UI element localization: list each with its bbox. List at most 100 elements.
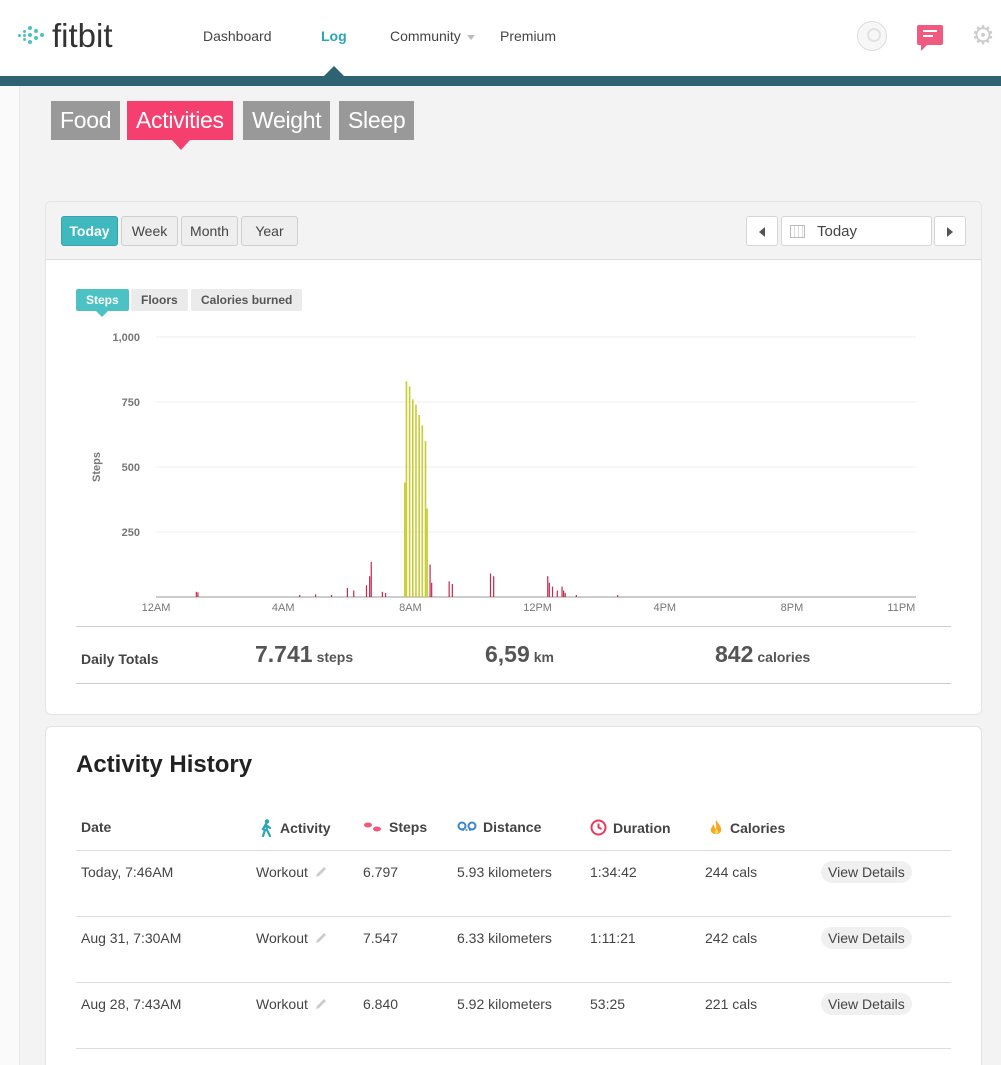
- view-details-button[interactable]: View Details: [821, 861, 912, 883]
- totals-bottom-divider: [76, 683, 951, 684]
- steps-bar: [381, 591, 383, 597]
- steps-bar: [424, 441, 427, 597]
- total-distance-unit: km: [533, 649, 554, 665]
- row-date: Aug 31, 7:30AM: [81, 930, 182, 946]
- flame-icon: [710, 820, 722, 835]
- activity-history-title: Activity History: [76, 751, 253, 778]
- steps-bar: [426, 508, 428, 597]
- view-details-button[interactable]: View Details: [821, 993, 912, 1015]
- range-year-button[interactable]: Year: [241, 216, 298, 246]
- metric-tab-caret: [96, 311, 108, 317]
- steps-bar: [299, 594, 301, 597]
- y-tick-label: 1,000: [112, 332, 140, 344]
- steps-bar: [405, 381, 408, 597]
- x-tick-label: 12AM: [142, 602, 171, 614]
- y-tick-label: 250: [122, 527, 140, 539]
- logo-wordmark: fitbit: [52, 17, 113, 54]
- totals-top-divider: [76, 626, 951, 627]
- tab-sleep[interactable]: Sleep: [339, 101, 415, 140]
- steps-bar: [451, 584, 453, 597]
- steps-bar: [195, 591, 197, 597]
- steps-bar: [346, 587, 348, 597]
- metric-tab-floors[interactable]: Floors: [131, 289, 188, 311]
- tab-food[interactable]: Food: [51, 101, 121, 140]
- gear-icon[interactable]: ⚙: [971, 20, 995, 50]
- steps-bar: [617, 594, 619, 597]
- column-activity-label: Activity: [280, 820, 331, 836]
- table-row-divider: [76, 916, 951, 917]
- steps-bar: [314, 594, 317, 597]
- range-week-button[interactable]: Week: [121, 216, 178, 246]
- steps-bar: [370, 561, 372, 597]
- steps-bar: [384, 593, 387, 597]
- steps-bar: [551, 586, 554, 597]
- chart-grid: [156, 336, 916, 598]
- steps-bar: [365, 585, 368, 597]
- footsteps-icon: [364, 822, 381, 832]
- column-date: Date: [81, 819, 112, 835]
- view-details-button[interactable]: View Details: [821, 927, 912, 949]
- metric-tab-calories-burned[interactable]: Calories burned: [191, 289, 303, 311]
- steps-bar: [418, 415, 420, 597]
- steps-bar: [561, 586, 563, 597]
- row-duration: 53:25: [590, 996, 626, 1012]
- x-tick-label: 11PM: [887, 602, 915, 614]
- column-calories: Calories: [708, 819, 785, 837]
- metric-tab-steps[interactable]: Steps: [76, 289, 129, 311]
- steps-bar: [489, 573, 492, 597]
- fitbit-logo[interactable]: fitbit: [18, 17, 113, 54]
- row-duration: 1:11:21: [590, 930, 636, 946]
- daily-totals-label: Daily Totals: [81, 651, 159, 667]
- range-today-button[interactable]: Today: [61, 216, 118, 246]
- steps-bar: [353, 590, 355, 597]
- walking-person-icon: [261, 819, 272, 837]
- table-header-divider: [76, 850, 951, 851]
- edit-pencil-icon[interactable]: [314, 931, 328, 945]
- fitbit-dots-icon: [18, 25, 44, 47]
- clock-icon: [590, 819, 607, 836]
- steps-bar: [369, 576, 371, 597]
- nav-log[interactable]: Log: [321, 28, 347, 44]
- previous-date-button[interactable]: [746, 216, 778, 246]
- messages-icon[interactable]: [917, 25, 943, 51]
- nav-dashboard[interactable]: Dashboard: [203, 28, 272, 44]
- x-tick-label: 4PM: [653, 602, 676, 614]
- nav-active-caret: [324, 66, 344, 76]
- tab-activities[interactable]: Activities: [127, 101, 233, 140]
- tab-weight[interactable]: Weight: [243, 101, 331, 140]
- total-steps: 7.741 steps: [255, 641, 353, 668]
- row-date: Aug 28, 7:43AM: [81, 996, 182, 1012]
- steps-bar: [548, 582, 550, 597]
- row-distance: 6.33 kilometers: [457, 930, 552, 946]
- y-axis-ticks: 1,000 750 500 250: [112, 332, 140, 539]
- total-calories: 842 calories: [715, 641, 810, 668]
- y-tick-label: 500: [122, 462, 140, 474]
- activity-chart-panel: [45, 201, 982, 715]
- date-picker[interactable]: Today: [781, 216, 932, 246]
- range-month-button[interactable]: Month: [181, 216, 238, 246]
- column-duration: Duration: [590, 819, 671, 836]
- y-axis-label: Steps: [91, 452, 103, 482]
- column-steps: Steps: [363, 819, 427, 835]
- edit-pencil-icon[interactable]: [314, 865, 328, 879]
- column-activity: Activity: [258, 819, 331, 837]
- total-calories-unit: calories: [757, 649, 811, 665]
- arrow-left-icon: [759, 227, 765, 237]
- nav-premium[interactable]: Premium: [500, 28, 557, 44]
- steps-bar: [421, 425, 424, 597]
- row-calories: 242 cals: [705, 930, 758, 946]
- total-steps-unit: steps: [316, 649, 354, 665]
- column-steps-label: Steps: [389, 819, 428, 835]
- edit-pencil-icon[interactable]: [314, 997, 328, 1011]
- nav-community[interactable]: Community: [390, 28, 475, 44]
- row-activity: Workout: [256, 930, 328, 946]
- steps-bar: [556, 590, 558, 597]
- column-duration-label: Duration: [613, 819, 671, 836]
- x-axis-ticks: 12AM 4AM 8AM 12PM 4PM 8PM 11PM: [142, 602, 916, 614]
- steps-bar: [431, 582, 433, 597]
- avatar[interactable]: [857, 21, 887, 51]
- next-date-button[interactable]: [934, 216, 966, 246]
- steps-bar: [330, 594, 333, 597]
- table-row-divider: [76, 1048, 951, 1049]
